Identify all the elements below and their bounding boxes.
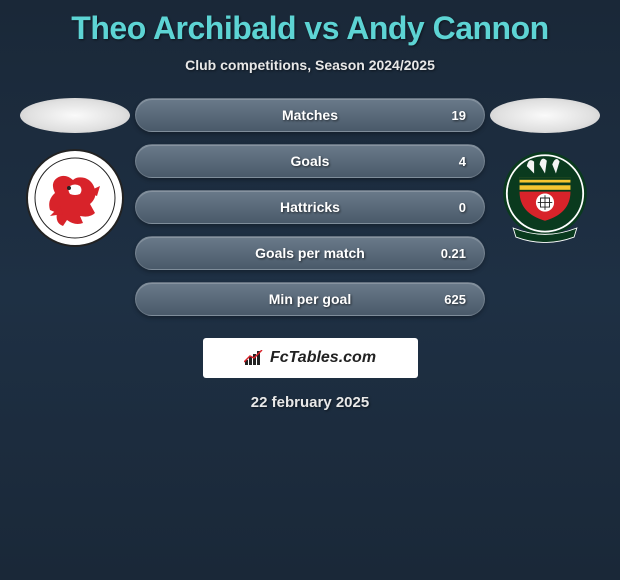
player-left-avatar	[20, 98, 130, 133]
stat-right-value: 4	[426, 154, 466, 169]
stat-row-goals: Goals 4	[135, 144, 485, 178]
stat-label: Goals per match	[194, 245, 426, 261]
subtitle: Club competitions, Season 2024/2025	[0, 57, 620, 73]
leyton-orient-crest-icon	[25, 148, 125, 248]
comparison-area: Matches 19 Goals 4 Hattricks 0 Goals per…	[0, 98, 620, 316]
stat-label: Hattricks	[194, 199, 426, 215]
player-right-column	[485, 98, 605, 248]
player-left-column	[15, 98, 135, 248]
stat-row-hattricks: Hattricks 0	[135, 190, 485, 224]
bar-chart-icon	[244, 350, 264, 366]
brand-text: FcTables.com	[270, 349, 376, 367]
stat-label: Matches	[194, 107, 426, 123]
stats-column: Matches 19 Goals 4 Hattricks 0 Goals per…	[135, 98, 485, 316]
stat-right-value: 0.21	[426, 246, 466, 261]
player-right-avatar	[490, 98, 600, 133]
wrexham-crest-icon	[495, 148, 595, 248]
stat-right-value: 19	[426, 108, 466, 123]
stat-row-matches: Matches 19	[135, 98, 485, 132]
brand-box[interactable]: FcTables.com	[203, 338, 418, 378]
club-crest-left	[25, 148, 125, 248]
stat-right-value: 625	[426, 292, 466, 307]
date-line: 22 february 2025	[0, 394, 620, 411]
stat-row-mpg: Min per goal 625	[135, 282, 485, 316]
club-crest-right	[495, 148, 595, 248]
stat-label: Min per goal	[194, 291, 426, 307]
stat-row-gpm: Goals per match 0.21	[135, 236, 485, 270]
page-title: Theo Archibald vs Andy Cannon	[0, 0, 620, 47]
stat-right-value: 0	[426, 200, 466, 215]
stat-label: Goals	[194, 153, 426, 169]
